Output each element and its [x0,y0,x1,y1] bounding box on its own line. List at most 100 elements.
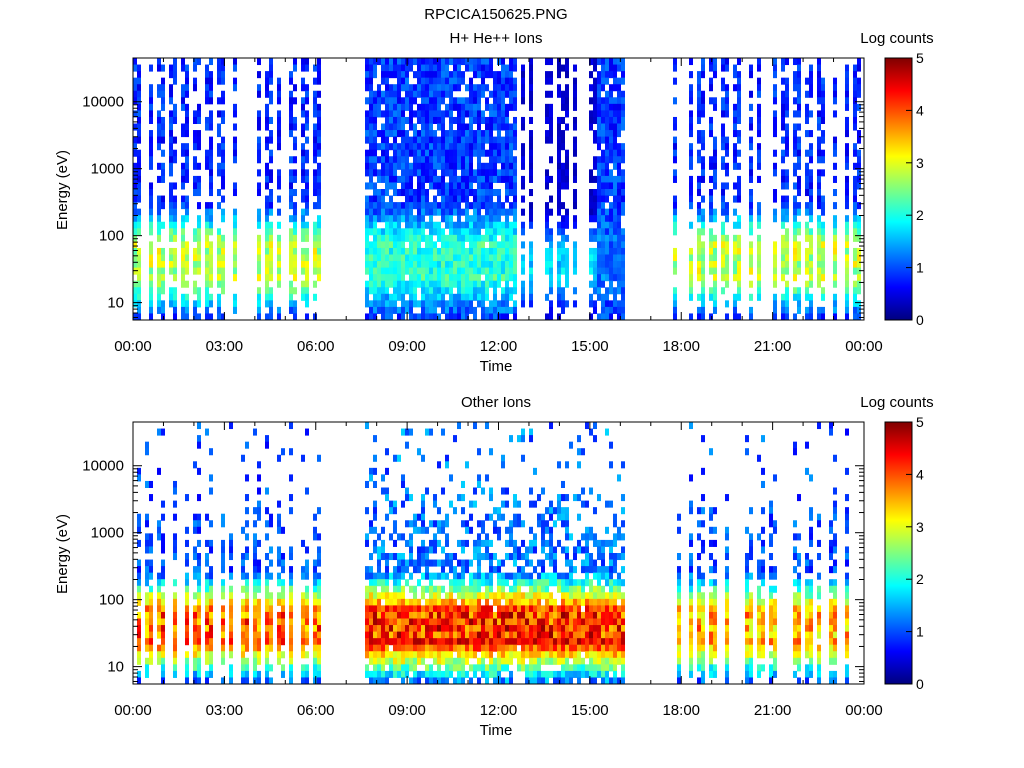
spectrogram-cell [381,487,385,495]
spectrogram-cell [557,195,561,203]
spectrogram-cell [257,566,261,574]
spectrogram-cell [713,169,717,177]
spectrogram-cell [445,300,449,308]
spectrogram-cell [193,267,197,275]
spectrogram-cell [445,618,449,626]
spectrogram-cell [417,71,421,79]
spectrogram-cell [277,77,281,85]
spectrogram-cell [513,611,517,619]
spectrogram-cell [425,274,429,282]
spectrogram-cell [385,605,389,613]
spectrogram-cell [425,136,429,144]
spectrogram-cell [713,287,717,295]
spectrogram-cell [133,287,137,295]
spectrogram-cell [317,618,321,626]
spectrogram-cell [217,77,221,85]
spectrogram-cell [401,559,405,567]
spectrogram-cell [597,267,601,275]
spectrogram-cell [505,215,509,223]
spectrogram-cell [417,162,421,170]
spectrogram-cell [305,651,309,659]
spectrogram-cell [425,247,429,255]
spectrogram-cell [733,254,737,262]
spectrogram-cell [409,241,413,249]
spectrogram-cell [369,58,373,66]
spectrogram-cell [473,202,477,210]
spectrogram-cell [209,261,213,269]
spectrogram-cell [465,526,469,534]
spectrogram-cell [749,202,753,210]
spectrogram-cell [281,553,285,561]
spectrogram-cell [529,592,533,600]
spectrogram-cell [313,526,317,534]
spectrogram-cell [453,553,457,561]
spectrogram-cell [617,215,621,223]
spectrogram-cell [501,313,505,321]
spectrogram-cell [305,202,309,210]
spectrogram-cell [513,58,517,66]
spectrogram-cell [433,598,437,606]
spectrogram-cell [469,677,473,685]
spectrogram-cell [449,625,453,633]
spectrogram-cell [405,90,409,98]
spectrogram-cell [485,175,489,183]
spectrogram-cell [513,208,517,216]
spectrogram-cell [229,539,233,547]
spectrogram-cell [493,267,497,275]
spectrogram-cell [197,559,201,567]
spectrogram-cell [473,651,477,659]
spectrogram-cell [413,136,417,144]
spectrogram-cell [257,234,261,242]
spectrogram-cell [185,677,189,685]
spectrogram-cell [425,664,429,672]
spectrogram-cell [773,215,777,223]
spectrogram-cell [173,202,177,210]
spectrogram-cell [833,254,837,262]
spectrogram-cell [489,579,493,587]
spectrogram-cell [857,77,861,85]
spectrogram-cell [181,90,185,98]
spectrogram-cell [501,241,505,249]
spectrogram-cell [457,579,461,587]
spectrogram-cell [609,116,613,124]
spectrogram-cell [621,234,625,242]
spectrogram-cell [197,644,201,652]
spectrogram-cell [549,123,553,131]
spectrogram-cell [181,143,185,151]
spectrogram-cell [385,638,389,646]
spectrogram-cell [289,189,293,197]
spectrogram-cell [401,553,405,561]
spectrogram-cell [193,110,197,118]
spectrogram-cell [377,103,381,111]
spectrogram-cell [521,162,525,170]
spectrogram-cell [621,261,625,269]
spectrogram-cell [621,300,625,308]
spectrogram-cell [161,657,165,665]
spectrogram-cell [185,605,189,613]
spectrogram-cell [429,579,433,587]
spectrogram-cell [757,149,761,157]
spectrogram-cell [397,454,401,462]
spectrogram-cell [493,631,497,639]
spectrogram-cell [137,539,141,547]
spectrogram-cell [449,103,453,111]
spectrogram-cell [137,247,141,255]
spectrogram-cell [421,520,425,528]
spectrogram-cell [425,58,429,66]
spectrogram-cell [409,143,413,151]
spectrogram-cell [449,241,453,249]
spectrogram-cell [529,71,533,79]
spectrogram-cell [221,182,225,190]
spectrogram-cell [609,103,613,111]
spectrogram-cell [397,208,401,216]
spectrogram-cell [317,247,321,255]
spectrogram-cell [601,182,605,190]
spectrogram-cell [265,123,269,131]
spectrogram-cell [389,169,393,177]
spectrogram-cell [513,559,517,567]
spectrogram-cell [457,234,461,242]
spectrogram-cell [613,300,617,308]
spectrogram-cell [733,247,737,255]
spectrogram-cell [289,631,293,639]
spectrogram-cell [473,664,477,672]
